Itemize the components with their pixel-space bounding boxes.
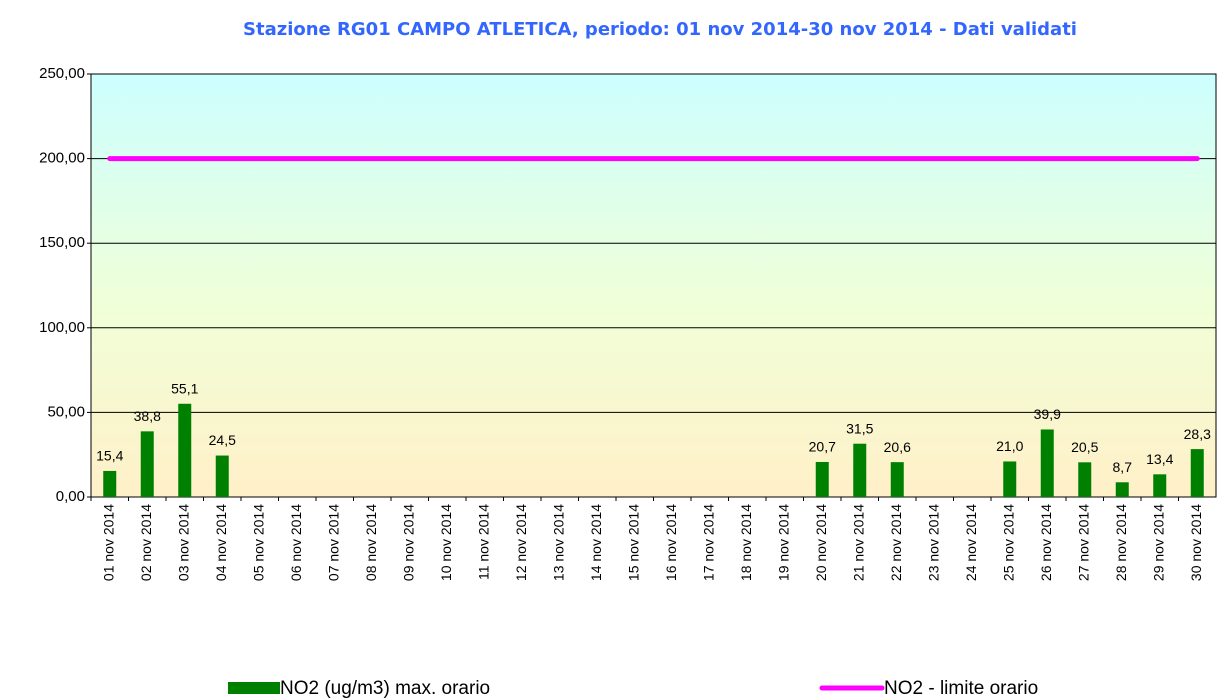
- bar: [140, 431, 154, 497]
- value-label: 39,9: [1034, 406, 1061, 422]
- x-tick-label: 13 nov 2014: [550, 504, 566, 581]
- x-tick-label: 27 nov 2014: [1075, 504, 1091, 581]
- x-tick-label: 15 nov 2014: [625, 504, 641, 581]
- x-tick-label: 17 nov 2014: [700, 504, 716, 581]
- x-tick-label: 18 nov 2014: [738, 504, 754, 581]
- x-tick-label: 09 nov 2014: [400, 504, 416, 581]
- x-tick-label: 04 nov 2014: [213, 504, 229, 581]
- x-tick-label: 11 nov 2014: [475, 504, 491, 580]
- x-tick-label: 05 nov 2014: [250, 504, 266, 581]
- x-tick-label: 06 nov 2014: [288, 504, 304, 581]
- value-label: 8,7: [1113, 459, 1133, 475]
- bar: [1040, 429, 1054, 497]
- value-label: 24,5: [209, 432, 236, 448]
- x-tick-label: 03 nov 2014: [175, 504, 191, 581]
- value-label: 21,0: [996, 438, 1023, 454]
- value-label: 20,5: [1071, 439, 1098, 455]
- chart-title: Stazione RG01 CAMPO ATLETICA, periodo: 0…: [243, 19, 1077, 40]
- x-tick-label: 22 nov 2014: [888, 504, 904, 581]
- value-label: 13,4: [1146, 451, 1173, 467]
- x-tick-label: 14 nov 2014: [588, 504, 604, 581]
- x-tick-label: 02 nov 2014: [138, 504, 154, 581]
- x-tick-label: 20 nov 2014: [813, 504, 829, 581]
- x-tick-label: 01 nov 2014: [100, 504, 116, 581]
- x-tick-label: 19 nov 2014: [775, 504, 791, 581]
- x-tick-label: 16 nov 2014: [663, 504, 679, 581]
- bar: [215, 455, 229, 497]
- x-tick-label: 12 nov 2014: [513, 504, 529, 581]
- bar: [103, 470, 117, 497]
- value-label: 20,6: [884, 439, 911, 455]
- value-label: 38,8: [134, 408, 161, 424]
- value-label: 15,4: [96, 448, 123, 464]
- x-tick-label: 25 nov 2014: [1000, 504, 1016, 581]
- x-tick-label: 23 nov 2014: [925, 504, 941, 581]
- x-tick-label: 24 nov 2014: [963, 504, 979, 581]
- value-label: 31,5: [846, 420, 873, 436]
- bar: [853, 443, 867, 497]
- legend-swatch: [228, 682, 280, 694]
- legend-label: NO2 (ug/m3) max. orario: [280, 678, 490, 699]
- plot-area: [90, 73, 1217, 498]
- x-tick-label: 10 nov 2014: [438, 504, 454, 581]
- x-tick-label: 28 nov 2014: [1113, 504, 1129, 581]
- bar: [1078, 462, 1092, 497]
- bar: [890, 462, 904, 497]
- bar: [815, 461, 829, 497]
- bar: [1115, 482, 1129, 497]
- value-label: 55,1: [171, 380, 198, 396]
- bar: [178, 403, 192, 497]
- x-tick-label: 21 nov 2014: [850, 504, 866, 581]
- y-tick-label: 50,00: [47, 403, 85, 420]
- y-tick-label: 0,00: [56, 488, 85, 505]
- bar: [1153, 474, 1167, 497]
- legend-label: NO2 - limite orario: [884, 678, 1038, 699]
- x-tick-label: 30 nov 2014: [1188, 504, 1204, 581]
- y-tick-label: 250,00: [39, 65, 85, 82]
- x-tick-label: 08 nov 2014: [363, 504, 379, 581]
- bar: [1003, 461, 1017, 497]
- y-tick-label: 100,00: [39, 319, 85, 336]
- x-tick-label: 26 nov 2014: [1038, 504, 1054, 581]
- bar: [1190, 449, 1204, 497]
- x-tick-label: 07 nov 2014: [325, 504, 341, 581]
- value-label: 20,7: [809, 439, 836, 455]
- y-tick-label: 150,00: [39, 234, 85, 251]
- x-tick-label: 29 nov 2014: [1150, 504, 1166, 581]
- y-tick-label: 200,00: [39, 150, 85, 167]
- value-label: 28,3: [1184, 426, 1211, 442]
